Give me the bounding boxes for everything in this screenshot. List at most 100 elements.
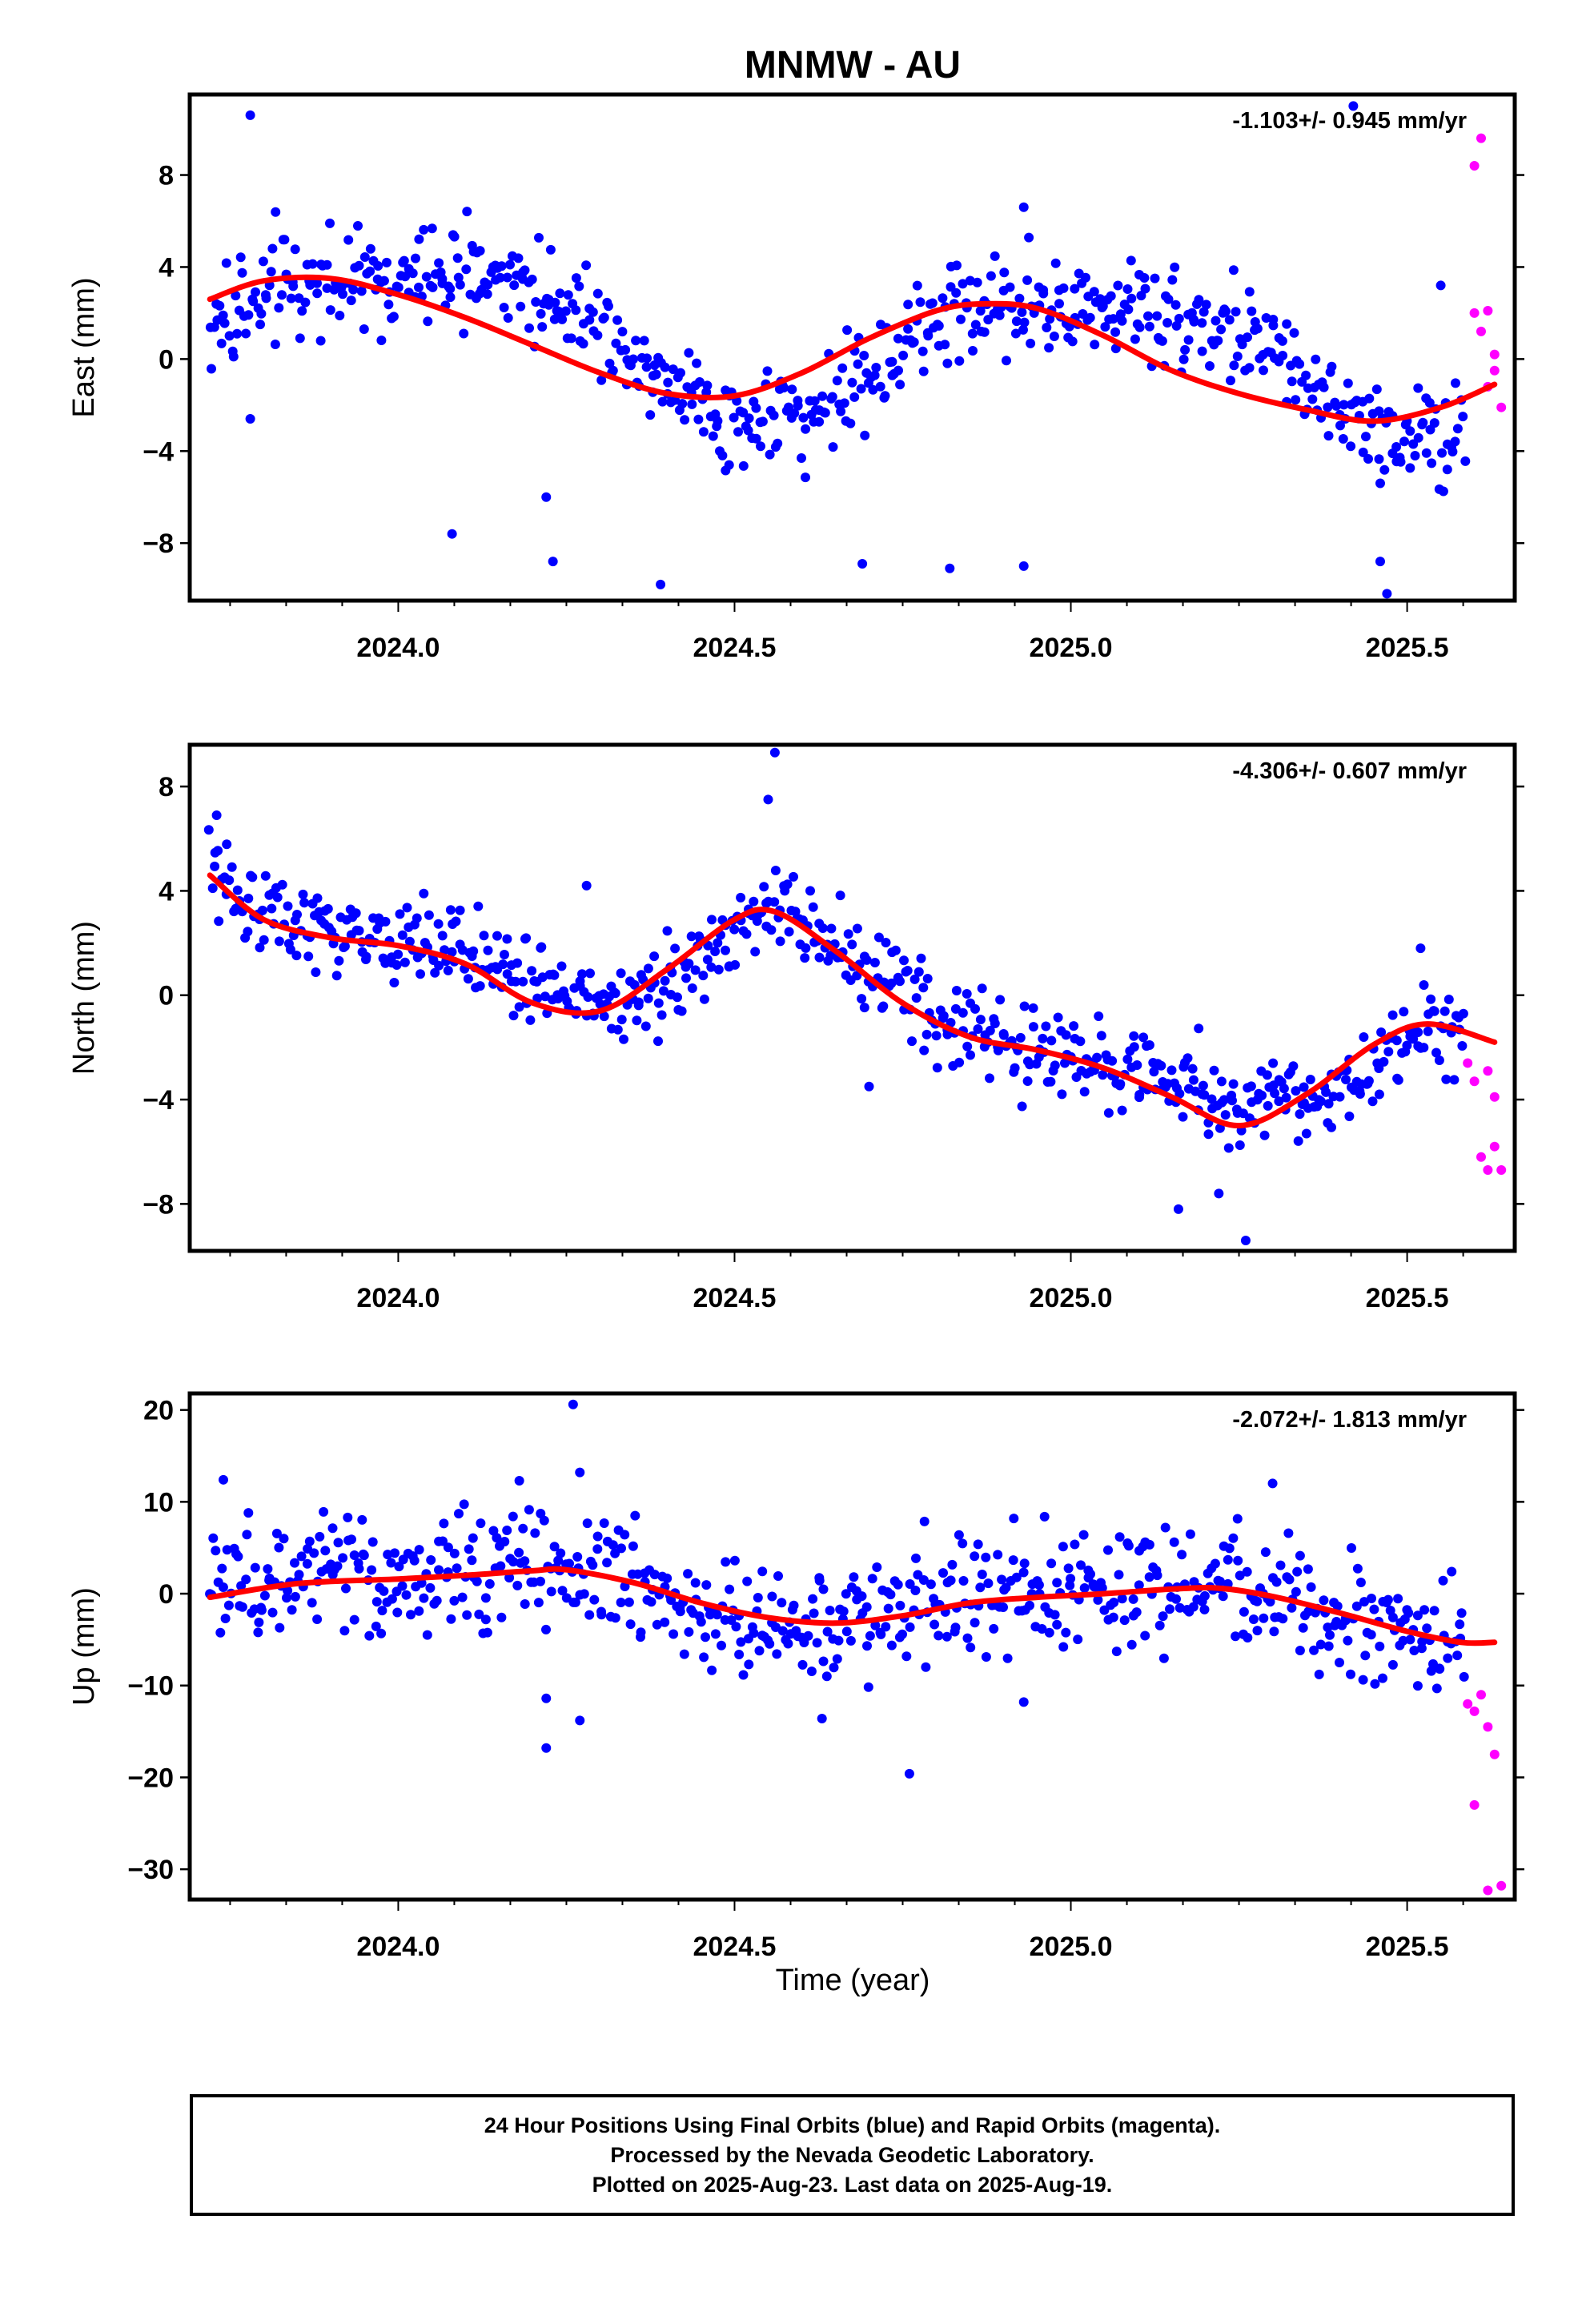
- final-point: [1323, 402, 1333, 412]
- final-point: [437, 931, 448, 941]
- final-point: [271, 207, 281, 217]
- final-point: [983, 1578, 994, 1589]
- y-axis-label-north: North (mm): [67, 921, 101, 1075]
- final-point: [852, 971, 862, 981]
- final-point: [797, 453, 806, 463]
- final-point: [536, 308, 546, 319]
- final-point: [998, 1602, 1008, 1612]
- final-point: [861, 1602, 872, 1612]
- final-point: [869, 958, 880, 967]
- final-point: [612, 315, 623, 325]
- final-point: [1419, 980, 1429, 990]
- final-point: [942, 358, 953, 368]
- final-point: [1435, 1664, 1445, 1674]
- final-point: [1221, 306, 1231, 316]
- final-point: [207, 883, 218, 894]
- final-point: [433, 919, 444, 929]
- final-point: [950, 1622, 961, 1633]
- final-point: [480, 1593, 491, 1603]
- final-point: [1052, 1619, 1062, 1630]
- final-point: [380, 916, 391, 927]
- final-point: [1293, 1136, 1303, 1146]
- final-point: [852, 923, 862, 934]
- final-point: [766, 925, 777, 935]
- final-point: [1219, 1095, 1229, 1105]
- final-point: [524, 1505, 534, 1515]
- final-point: [578, 339, 588, 349]
- final-point: [338, 1553, 348, 1563]
- final-point: [775, 936, 785, 947]
- final-point: [503, 313, 513, 323]
- final-point: [1419, 1043, 1429, 1053]
- final-point: [643, 993, 653, 1003]
- final-point: [1096, 1031, 1106, 1041]
- figure-title: MNMW - AU: [745, 44, 961, 86]
- final-point: [975, 1015, 986, 1025]
- points-east: [205, 101, 1507, 599]
- final-point: [563, 290, 573, 300]
- final-point: [256, 1605, 267, 1615]
- final-point: [468, 1533, 478, 1543]
- final-point: [1352, 1563, 1363, 1574]
- final-point: [633, 1000, 644, 1011]
- final-point: [275, 1622, 285, 1633]
- final-point: [1075, 1036, 1086, 1047]
- final-point: [952, 260, 962, 271]
- final-point: [1335, 420, 1345, 431]
- final-point: [277, 290, 287, 300]
- final-point: [508, 1511, 518, 1522]
- final-point: [1298, 1622, 1308, 1633]
- final-point: [1198, 1080, 1208, 1091]
- final-point: [1119, 1615, 1130, 1626]
- final-point: [1126, 293, 1137, 304]
- final-point: [759, 882, 769, 892]
- final-point: [402, 903, 412, 913]
- final-point: [254, 1617, 264, 1627]
- final-point: [540, 991, 550, 1002]
- final-point: [710, 1629, 721, 1639]
- final-point: [599, 1011, 609, 1022]
- final-point: [1303, 1564, 1313, 1574]
- final-point: [1262, 1070, 1272, 1080]
- final-point: [886, 1640, 897, 1651]
- final-point: [1346, 1669, 1355, 1679]
- final-point: [738, 460, 749, 471]
- final-point: [307, 259, 318, 269]
- final-point: [270, 340, 280, 349]
- final-point: [1259, 1613, 1269, 1623]
- panels-group: −8 −4 0 4 8 2024.0 2024.5 2025.0 2025.5 East (mm)…: [67, 92, 1524, 1962]
- final-point: [625, 1619, 636, 1630]
- final-point: [447, 947, 457, 957]
- points-north: [203, 747, 1507, 1245]
- final-point: [801, 943, 811, 953]
- final-point: [1321, 1087, 1331, 1097]
- final-point: [290, 244, 300, 255]
- final-point: [1374, 454, 1384, 464]
- x-tick-label-north: 2024.0: [356, 1283, 440, 1313]
- final-point: [1287, 1602, 1297, 1613]
- final-point: [1248, 1614, 1259, 1624]
- y-tick-label-east: 8: [159, 161, 174, 191]
- final-point: [512, 1580, 523, 1590]
- final-point: [213, 846, 223, 856]
- final-point: [656, 579, 666, 589]
- final-point: [717, 450, 728, 460]
- final-point: [1044, 343, 1054, 353]
- final-point: [459, 328, 469, 339]
- final-point: [548, 557, 558, 567]
- final-point: [1314, 1669, 1324, 1679]
- final-point: [687, 399, 697, 409]
- final-point: [1378, 1673, 1387, 1683]
- final-point: [1170, 262, 1180, 272]
- final-point: [835, 891, 845, 901]
- final-point: [1139, 273, 1150, 283]
- final-point: [1452, 1651, 1463, 1661]
- final-point: [1066, 1574, 1076, 1584]
- final-point: [864, 1081, 874, 1092]
- final-point: [419, 888, 429, 899]
- final-point: [1252, 1596, 1263, 1606]
- final-point: [1267, 1478, 1278, 1489]
- final-point: [1057, 1089, 1067, 1100]
- final-point: [427, 223, 437, 234]
- final-point: [215, 300, 225, 311]
